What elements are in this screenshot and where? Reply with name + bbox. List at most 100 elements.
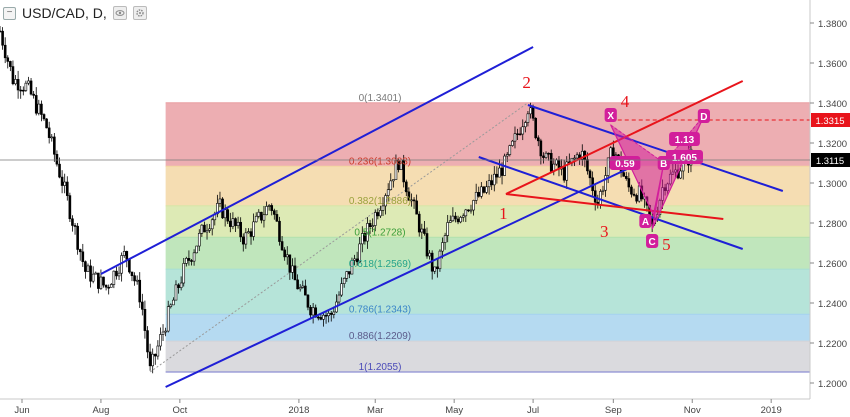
candle-body	[156, 345, 160, 357]
collapse-icon[interactable]: −	[3, 6, 16, 20]
candle-body	[97, 272, 100, 289]
candle-body	[539, 140, 543, 157]
time-axis[interactable]: Jun Aug Oct 2018 Mar May Jul Sep Nov 2019	[14, 399, 782, 416]
wave-label-5: 5	[662, 235, 671, 254]
candle-body	[306, 294, 310, 308]
candle-body	[107, 286, 110, 289]
pattern-ratio-2: 1.605	[672, 153, 697, 164]
candle-body	[361, 233, 364, 245]
candle-body	[143, 309, 147, 331]
candle-body	[358, 243, 362, 263]
candle-body	[42, 114, 46, 120]
candle-body	[164, 330, 167, 333]
settings-icon[interactable]	[132, 6, 147, 20]
candle-body	[389, 180, 393, 190]
candle-body	[288, 254, 292, 273]
candle-body	[148, 351, 152, 367]
candle-body	[549, 152, 553, 172]
fib-level-label: 0.236(1.3083)	[349, 156, 411, 167]
time-tick-label: Oct	[172, 405, 187, 416]
candle-body	[6, 57, 10, 62]
time-tick-label: Aug	[92, 405, 109, 416]
candle-body	[200, 224, 204, 234]
pattern-point-x-badge	[604, 108, 617, 122]
candle-body	[159, 334, 162, 347]
candle-body	[366, 223, 369, 242]
price-tick-label: 1.3000	[818, 179, 847, 190]
candle-body	[386, 189, 390, 196]
candle-body	[511, 140, 514, 146]
candle-body	[226, 209, 230, 222]
chart-header: − USD/CAD, D,	[0, 0, 147, 26]
last-price-value: 1.3115	[816, 156, 844, 167]
time-tick-label: May	[445, 405, 463, 416]
candle-body	[262, 214, 266, 221]
time-tick-label: Mar	[367, 405, 383, 416]
candle-body	[588, 170, 592, 179]
candle-body	[112, 270, 116, 285]
candle-body	[60, 176, 64, 186]
candle-body	[329, 312, 333, 315]
candle-body	[586, 159, 589, 172]
candle-body	[469, 209, 473, 212]
candle-body	[459, 217, 462, 223]
price-axis[interactable]: 1.3800 1.3600 1.3400 1.3200 1.3000 1.2800 1.26…	[810, 19, 847, 390]
candle-body	[298, 287, 302, 290]
candle-body	[166, 306, 170, 332]
symbol-title: USD/CAD, D,	[22, 5, 107, 21]
candle-body	[197, 233, 201, 247]
candle-body	[32, 93, 35, 96]
pattern-point-c: C	[649, 237, 656, 248]
candle-body	[417, 213, 421, 233]
candle-body	[267, 205, 271, 207]
candle-body	[505, 154, 509, 157]
candle-body	[65, 181, 69, 196]
pattern-point-a-badge	[639, 214, 652, 228]
candle-body	[122, 251, 126, 256]
candle-body	[190, 260, 193, 262]
candle-body	[492, 173, 496, 186]
candle-body	[205, 230, 209, 233]
price-tick-label: 1.3200	[818, 139, 847, 150]
down-channel-upper-line	[527, 104, 784, 192]
candle-body	[153, 353, 157, 357]
candle-body	[438, 250, 442, 270]
eye-icon[interactable]	[112, 6, 127, 20]
candle-body	[547, 152, 550, 155]
candle-body	[179, 282, 183, 288]
triangle-lower-line	[505, 193, 724, 220]
candle-body	[392, 179, 395, 182]
candle-body	[128, 259, 131, 273]
candle-body	[516, 133, 519, 136]
time-tick-label: Sep	[605, 405, 622, 416]
candle-body	[601, 189, 605, 192]
channel-lower-line	[165, 166, 632, 388]
candle-body	[436, 266, 439, 270]
pattern-ratio-0-badge	[609, 156, 641, 170]
price-tick-label: 1.2800	[818, 219, 847, 230]
candle-body	[239, 221, 242, 238]
candle-body	[182, 263, 186, 284]
time-tick-label: 2019	[761, 405, 782, 416]
candle-body	[407, 191, 411, 201]
candle-body	[73, 225, 77, 227]
candle-body	[373, 212, 377, 226]
candle-body	[50, 136, 54, 139]
pattern-point-b: B	[660, 159, 667, 170]
candle-body	[241, 236, 245, 245]
candle-body	[480, 186, 483, 197]
candle-body	[192, 252, 196, 262]
candle-body	[454, 215, 457, 220]
fib-band	[165, 341, 811, 372]
candle-body	[529, 107, 532, 115]
candle-body	[84, 261, 87, 272]
candle-body	[446, 222, 449, 236]
candle-body	[91, 273, 95, 282]
candle-body	[187, 258, 191, 261]
candle-body	[141, 301, 144, 310]
pattern-point-x: X	[607, 111, 614, 122]
candle-body	[524, 122, 527, 128]
candle-body	[296, 279, 299, 290]
target-price-value: 1.3315	[815, 116, 844, 127]
